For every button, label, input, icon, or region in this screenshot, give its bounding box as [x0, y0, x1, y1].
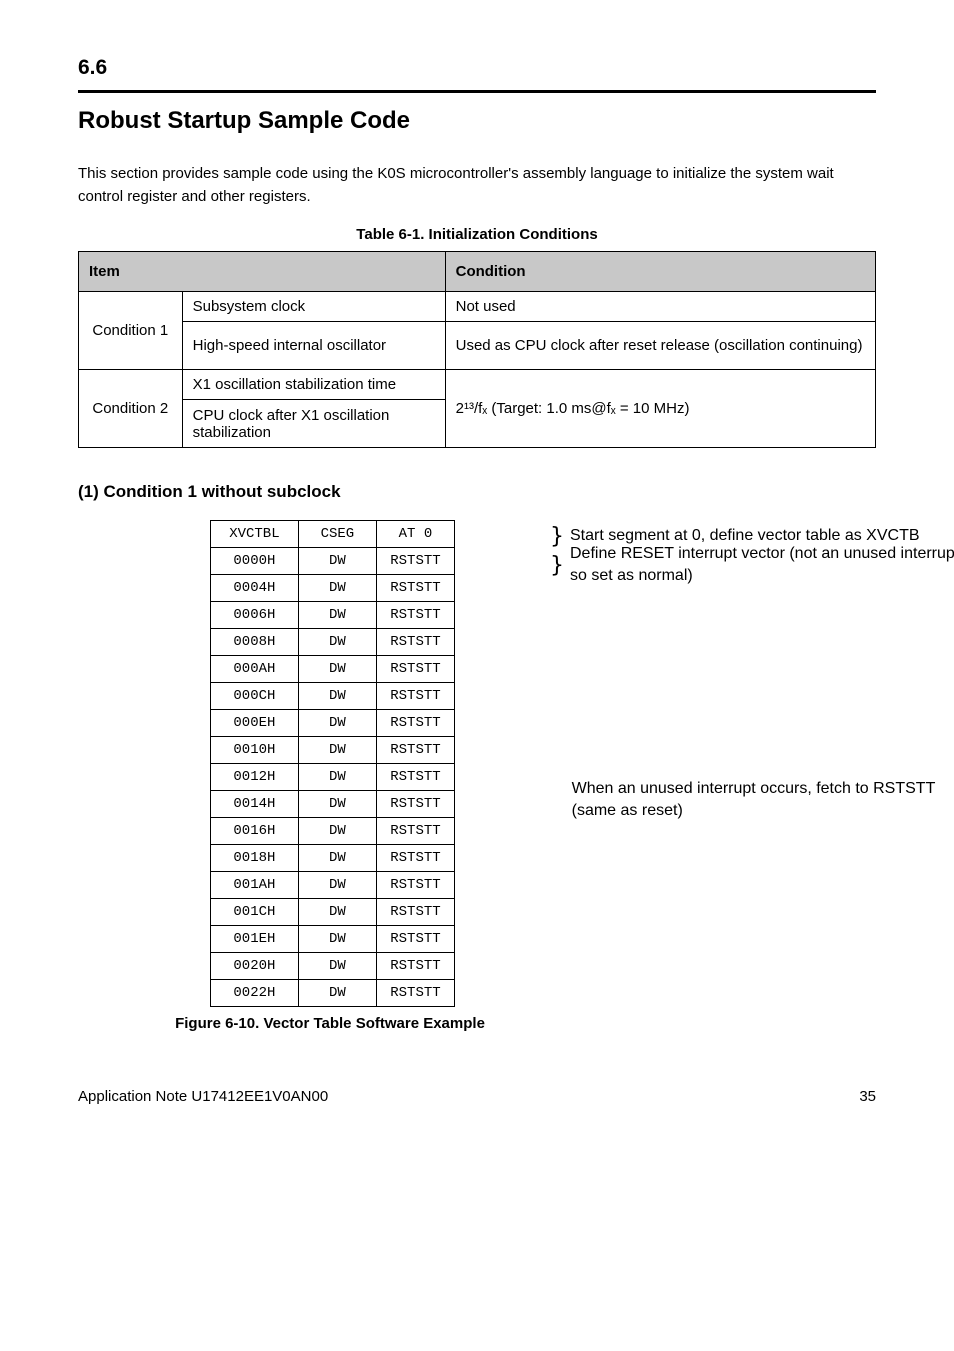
table2-cell: XVCTBL — [211, 521, 299, 548]
table2-cell: 0018H — [211, 845, 299, 872]
table2-cell: 001EH — [211, 926, 299, 953]
table1-head-item: Item — [79, 252, 446, 292]
table2-cell: DW — [298, 683, 376, 710]
table2-cell: DW — [298, 791, 376, 818]
table2-cell: RSTSTT — [376, 899, 454, 926]
table2-cell: 0010H — [211, 737, 299, 764]
table2-cell: 0022H — [211, 980, 299, 1007]
table2-cell: DW — [298, 872, 376, 899]
table2-cell: RSTSTT — [376, 629, 454, 656]
brace-icon: } — [550, 531, 564, 542]
table2-cell: RSTSTT — [376, 791, 454, 818]
table2-cell: RSTSTT — [376, 926, 454, 953]
table2-cell: RSTSTT — [376, 548, 454, 575]
table2-cell: RSTSTT — [376, 845, 454, 872]
table2-cell: DW — [298, 710, 376, 737]
table2-cell: DW — [298, 629, 376, 656]
table1-c2-r2: High-speed internal oscillator — [182, 322, 445, 370]
table2-cell: DW — [298, 926, 376, 953]
table2-cell: 0016H — [211, 818, 299, 845]
annotations-block: } Start segment at 0, define vector tabl… — [550, 522, 954, 1020]
table1-c1-r1: Condition 1 — [79, 292, 183, 370]
table2-cell: RSTSTT — [376, 656, 454, 683]
table2-cell: RSTSTT — [376, 953, 454, 980]
footer: Application Note U17412EE1V0AN00 35 — [78, 1088, 876, 1105]
table2-cell: RSTSTT — [376, 575, 454, 602]
table2-cell: DW — [298, 818, 376, 845]
table1-c2-r1: Subsystem clock — [182, 292, 445, 322]
section-rule — [78, 90, 876, 93]
table2-cell: DW — [298, 656, 376, 683]
figure-caption: Figure 6-10. Vector Table Software Examp… — [120, 1015, 540, 1032]
table1-caption: Table 6-1. Initialization Conditions — [78, 226, 876, 243]
table2-cell: RSTSTT — [376, 764, 454, 791]
table2-cell: 0004H — [211, 575, 299, 602]
table2-cell: DW — [298, 764, 376, 791]
table2-cell: DW — [298, 899, 376, 926]
brace-icon: } — [550, 560, 564, 571]
table2-cell: DW — [298, 602, 376, 629]
intro-text: This section provides sample code using … — [78, 163, 876, 208]
table2-cell: RSTSTT — [376, 980, 454, 1007]
table2-cell: 000EH — [211, 710, 299, 737]
table1-c2-r3: X1 oscillation stabilization time — [182, 370, 445, 400]
table2-cell: 000AH — [211, 656, 299, 683]
table2-cell: DW — [298, 575, 376, 602]
table2-cell: 0008H — [211, 629, 299, 656]
subheading: (1) Condition 1 without subclock — [78, 482, 876, 502]
brace-icon: } — [550, 590, 553, 1010]
table1: Item Condition Condition 1 Subsystem clo… — [78, 251, 876, 448]
annot-2: Define RESET interrupt vector (not an un… — [570, 543, 954, 586]
table2-cell: RSTSTT — [376, 872, 454, 899]
table2-cell: RSTSTT — [376, 818, 454, 845]
table2-cell: 0000H — [211, 548, 299, 575]
table2-cell: DW — [298, 548, 376, 575]
annot-3: When an unused interrupt occurs, fetch t… — [572, 778, 954, 821]
table2-cell: DW — [298, 845, 376, 872]
table1-c1-r3: Condition 2 — [79, 370, 183, 448]
table1-c3-r2: Used as CPU clock after reset release (o… — [445, 322, 875, 370]
table2-cell: DW — [298, 737, 376, 764]
section-title: Robust Startup Sample Code — [78, 107, 876, 135]
table2-cell: RSTSTT — [376, 602, 454, 629]
section-number: 6.6 — [78, 56, 876, 80]
footer-left: Application Note U17412EE1V0AN00 — [78, 1088, 328, 1105]
table2-cell: DW — [298, 953, 376, 980]
table1-c3-r1: Not used — [445, 292, 875, 322]
table1-c2-r4: CPU clock after X1 oscillation stabiliza… — [182, 400, 445, 448]
table2-cell: 001CH — [211, 899, 299, 926]
table2-cell: RSTSTT — [376, 683, 454, 710]
table1-c3-r3: 2¹³/fₓ (Target: 1.0 ms@fₓ = 10 MHz) — [445, 370, 875, 448]
table2-cell: 0020H — [211, 953, 299, 980]
table2-cell: RSTSTT — [376, 737, 454, 764]
table2-cell: RSTSTT — [376, 710, 454, 737]
table1-head-condition: Condition — [445, 252, 875, 292]
table2: XVCTBLCSEGAT 00000HDWRSTSTT0004HDWRSTSTT… — [210, 520, 455, 1007]
table2-cell: 001AH — [211, 872, 299, 899]
table2-cell: 000CH — [211, 683, 299, 710]
footer-right: 35 — [859, 1088, 876, 1105]
table2-cell: 0014H — [211, 791, 299, 818]
table2-cell: 0012H — [211, 764, 299, 791]
table2-cell: DW — [298, 980, 376, 1007]
table2-cell: CSEG — [298, 521, 376, 548]
table2-cell: AT 0 — [376, 521, 454, 548]
table2-cell: 0006H — [211, 602, 299, 629]
